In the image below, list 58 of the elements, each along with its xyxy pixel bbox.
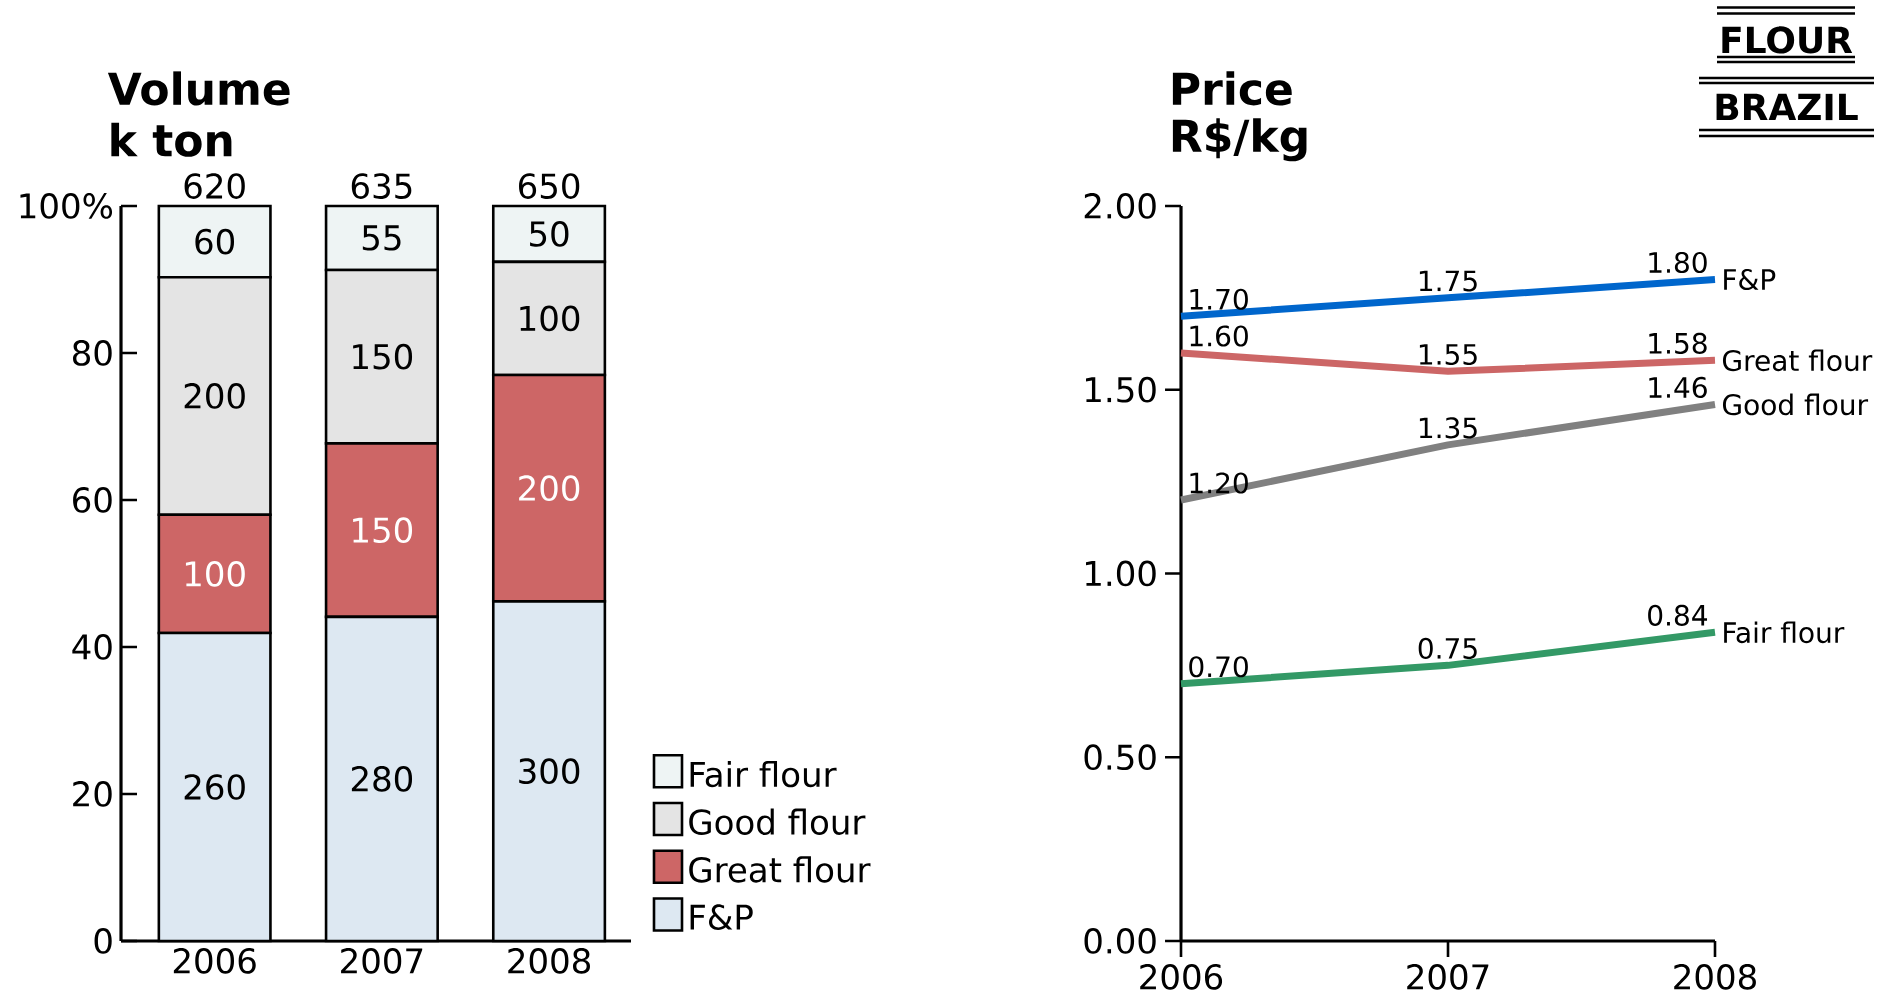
x-tick-label: 2008 <box>1674 964 1756 990</box>
annotation: 150 <box>353 517 413 543</box>
data-label: 1.20 <box>1190 472 1248 494</box>
y-tick-label: 40 <box>72 634 112 660</box>
y-tick-label: 2.00 <box>1084 193 1156 219</box>
legend-label: Fair flour <box>690 760 837 788</box>
x-tick-label: 2006 <box>173 948 256 974</box>
annotation: 200 <box>519 475 580 502</box>
annotation: 280 <box>351 766 413 792</box>
y-tick-label: 0.50 <box>1084 744 1156 771</box>
annotation: 60 <box>195 228 235 255</box>
text: 635 <box>351 173 412 199</box>
y-tick-label: 1.00 <box>1086 560 1156 587</box>
legend-label: F&P <box>690 904 753 931</box>
y-tick-label: 80 <box>73 340 112 366</box>
annotation: 260 <box>184 774 245 800</box>
y-tick-label: 0 <box>94 928 112 954</box>
data-label: 1.70 <box>1190 288 1248 310</box>
series-label: Great flour <box>1722 349 1873 372</box>
x-tick-label: 2007 <box>1407 964 1489 990</box>
series-label: F&P <box>1724 268 1776 291</box>
text: FLOUR <box>1722 26 1853 54</box>
series-label: Fair flour <box>1724 621 1845 644</box>
legend-label: Great flour <box>689 856 871 883</box>
data-label: 0.70 <box>1189 656 1248 678</box>
data-label: 0.84 <box>1648 604 1708 626</box>
data-label: 1.35 <box>1419 417 1477 439</box>
text: 650 <box>519 173 580 199</box>
data-label: 1.60 <box>1190 325 1248 347</box>
series-label: Good flour <box>1722 393 1869 416</box>
data-label: 1.55 <box>1419 344 1477 365</box>
data-label: 1.58 <box>1649 332 1707 354</box>
y-tick-label: 0.00 <box>1084 928 1156 954</box>
chart-title: Price <box>1172 71 1292 106</box>
x-tick-label: 2008 <box>508 948 590 974</box>
x-tick-label: 2007 <box>341 948 423 974</box>
annotation: 150 <box>353 343 413 370</box>
y-tick-label: 100% <box>20 193 113 219</box>
x-tick-label: 2006 <box>1140 964 1223 990</box>
annotation: 200 <box>184 383 245 409</box>
annotation: 100 <box>185 560 245 587</box>
annotation: 300 <box>519 758 580 785</box>
annotation: 55 <box>362 225 401 251</box>
data-label: 1.80 <box>1649 251 1707 274</box>
annotation: 100 <box>520 305 580 332</box>
text: BRAZIL <box>1716 93 1858 121</box>
y-tick-label: 60 <box>73 487 112 513</box>
annotation: 50 <box>530 221 569 247</box>
chart-subtitle: R$/kg <box>1172 118 1307 162</box>
data-label: 1.75 <box>1419 270 1477 292</box>
y-tick-label: 1.50 <box>1086 376 1156 403</box>
chart-subtitle: k ton <box>111 122 232 157</box>
chart-title: Volume <box>107 71 290 106</box>
text: 620 <box>184 173 245 199</box>
legend-label: Good flour <box>689 808 866 835</box>
data-label: 0.75 <box>1418 637 1477 659</box>
data-label: 1.46 <box>1649 376 1707 399</box>
y-tick-label: 20 <box>73 781 112 807</box>
